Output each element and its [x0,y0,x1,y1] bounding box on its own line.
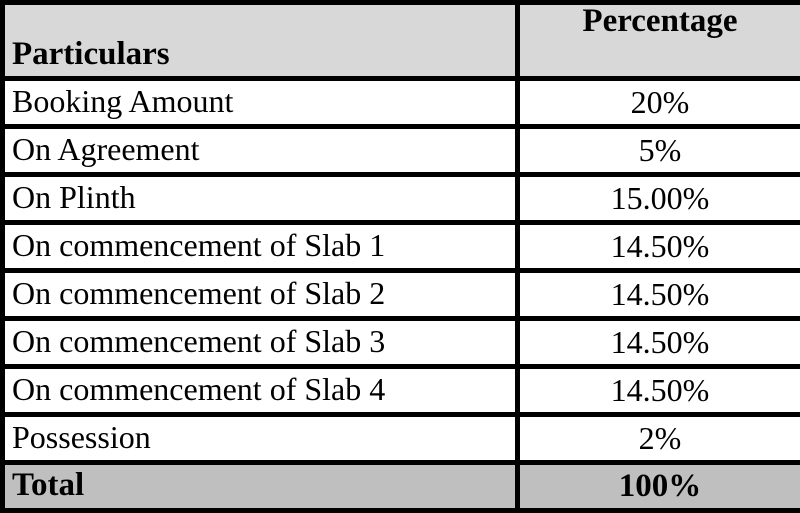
row-label: On commencement of Slab 4 [0,364,520,417]
row-value: 15.00% [515,172,800,225]
table-row: On commencement of Slab 3 14.50% [0,316,800,369]
table-row: Possession 2% [0,412,800,465]
row-label: On Agreement [0,124,520,177]
row-value: 2% [515,412,800,465]
row-label: On Plinth [0,172,520,225]
row-value: 14.50% [515,364,800,417]
percentage-column-header: Percentage [515,0,800,81]
row-value: 20% [515,76,800,129]
table-row: On Agreement 5% [0,124,800,177]
row-label: On commencement of Slab 3 [0,316,520,369]
row-label: Possession [0,412,520,465]
row-label: On commencement of Slab 1 [0,220,520,273]
table-row: On Plinth 15.00% [0,172,800,225]
table-row: On commencement of Slab 4 14.50% [0,364,800,417]
row-value: 14.50% [515,316,800,369]
row-label: On commencement of Slab 2 [0,268,520,321]
row-value: 14.50% [515,220,800,273]
table-total-row: Total 100% [0,460,800,513]
total-label: Total [0,460,520,513]
table-header-row: Particulars Percentage [0,0,800,81]
table-row: Booking Amount 20% [0,76,800,129]
table-row: On commencement of Slab 1 14.50% [0,220,800,273]
particulars-column-header: Particulars [0,0,520,81]
table-row: On commencement of Slab 2 14.50% [0,268,800,321]
row-value: 14.50% [515,268,800,321]
row-label: Booking Amount [0,76,520,129]
row-value: 5% [515,124,800,177]
total-value: 100% [515,460,800,513]
